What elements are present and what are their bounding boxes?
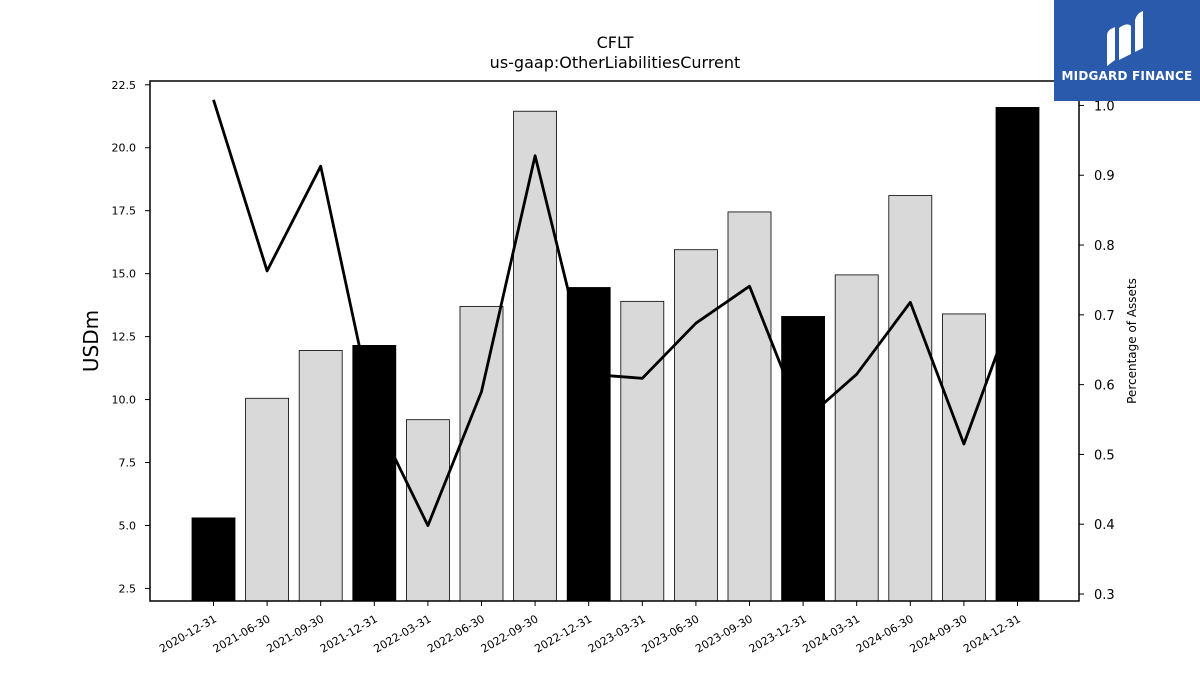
bar-2023-03-31 (620, 300, 665, 602)
x-tick-label: 2023-03-31 (586, 612, 648, 655)
y2-tick-label: 0.3 (1094, 588, 1115, 603)
x-tick-label: 2022-03-31 (372, 612, 434, 655)
bar-2022-12-31 (566, 287, 611, 602)
bar-2022-09-30 (513, 110, 557, 602)
x-tick-label: 2024-03-31 (800, 612, 862, 655)
percentage-line (212, 99, 1019, 527)
bar-2021-12-31 (352, 345, 397, 602)
x-tick-label: 2023-09-30 (693, 612, 755, 655)
y-axis-label: USDm (79, 310, 103, 372)
chart-subtitle: us-gaap:OtherLiabilitiesCurrent (490, 53, 741, 72)
y-tick-label: 10.0 (112, 394, 137, 407)
x-axis-ticks: 2020-12-312021-06-302021-09-302021-12-31… (157, 601, 1023, 656)
y-tick-label: 15.0 (112, 268, 137, 281)
y2-tick-label: 1.0 (1094, 99, 1115, 114)
bar-2024-12-31 (995, 107, 1040, 602)
x-tick-label: 2024-06-30 (854, 612, 916, 655)
bar-2023-12-31 (781, 316, 825, 602)
logo-mark-icon (1107, 11, 1143, 66)
y-tick-label: 12.5 (112, 331, 137, 344)
y-tick-label: 22.5 (112, 79, 137, 92)
y-tick-label: 17.5 (112, 205, 137, 218)
bar-2024-06-30 (888, 195, 933, 602)
y-tick-label: 5.0 (119, 519, 137, 532)
x-tick-label: 2024-09-30 (908, 612, 970, 655)
chart-title: CFLT (597, 33, 634, 52)
y2-tick-label: 0.6 (1094, 379, 1115, 394)
y2-tick-label: 0.4 (1094, 518, 1115, 533)
y2-tick-label: 0.7 (1094, 309, 1115, 324)
bar-2023-06-30 (674, 249, 718, 602)
bar-2024-03-31 (834, 274, 879, 602)
left-axis-ticks: 2.5 5.0 7.5 10.0 12.5 15.0 17.5 20.0 22.5 (112, 79, 150, 595)
bar-series (191, 107, 1040, 602)
bar-2024-09-30 (942, 313, 986, 602)
y2-tick-label: 0.9 (1094, 169, 1115, 184)
x-tick-label: 2021-12-31 (318, 612, 380, 655)
x-tick-label: 2021-09-30 (264, 612, 326, 655)
y-tick-label: 7.5 (119, 457, 137, 470)
x-tick-label: 2024-12-31 (961, 612, 1023, 655)
bar-2021-06-30 (245, 397, 290, 602)
x-tick-label: 2022-12-31 (532, 612, 594, 655)
y2-tick-label: 0.5 (1094, 448, 1115, 463)
line-series (212, 99, 1019, 527)
bar-2020-12-31 (191, 517, 236, 602)
bar-2022-06-30 (459, 305, 504, 602)
x-tick-label: 2023-06-30 (640, 612, 702, 655)
brand-logo: MIDGARD FINANCE (1054, 0, 1200, 101)
x-tick-label: 2022-09-30 (479, 612, 541, 655)
x-tick-label: 2023-12-31 (747, 612, 809, 655)
x-tick-label: 2021-06-30 (211, 612, 273, 655)
bar-2021-09-30 (298, 350, 343, 602)
y-tick-label: 20.0 (112, 142, 137, 155)
right-axis-ticks: 0.3 0.4 0.5 0.6 0.7 0.8 0.9 1.0 (1079, 99, 1115, 603)
x-tick-label: 2022-06-30 (425, 612, 487, 655)
y2-axis-label: Percentage of Assets (1125, 278, 1139, 404)
y-tick-label: 2.5 (119, 582, 137, 595)
plot-frame (149, 80, 1080, 602)
bar-2022-03-31 (405, 419, 450, 602)
bar-2023-09-30 (727, 211, 772, 602)
x-tick-label: 2020-12-31 (157, 612, 219, 655)
logo-text: MIDGARD FINANCE (1061, 69, 1193, 83)
y2-tick-label: 0.8 (1094, 239, 1115, 254)
